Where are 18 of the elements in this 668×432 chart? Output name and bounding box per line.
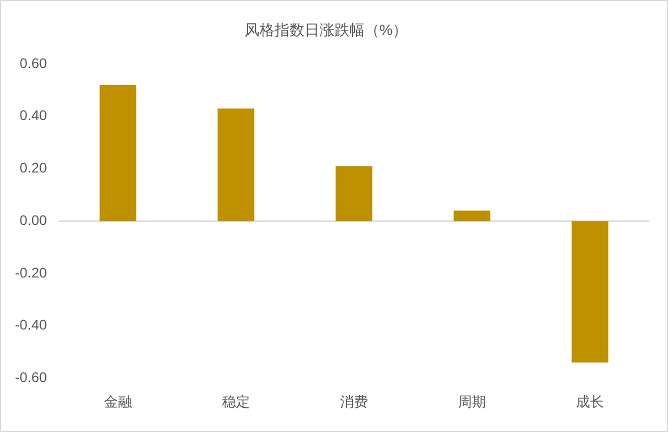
y-tick-label: -0.20 — [14, 264, 48, 280]
y-tick-label: 0.20 — [20, 160, 48, 176]
x-tick-label: 消费 — [340, 393, 368, 410]
bar — [100, 84, 136, 222]
bar — [218, 108, 254, 222]
y-tick-label: -0.40 — [14, 316, 48, 333]
x-tick-label: 稳定 — [222, 393, 250, 410]
bar — [336, 166, 372, 222]
y-tick-label: 0.40 — [20, 107, 48, 124]
x-tick-label: 成长 — [576, 393, 604, 410]
bar — [454, 210, 490, 222]
bar — [572, 221, 608, 362]
y-tick-label: 0.00 — [20, 212, 48, 228]
x-tick-label: 周期 — [458, 393, 486, 410]
x-tick-label: 金融 — [104, 393, 132, 410]
y-tick-label: -0.60 — [14, 369, 48, 386]
chart-title: 风格指数日涨跌幅（%） — [244, 22, 408, 40]
y-tick-label: 0.60 — [20, 54, 48, 71]
